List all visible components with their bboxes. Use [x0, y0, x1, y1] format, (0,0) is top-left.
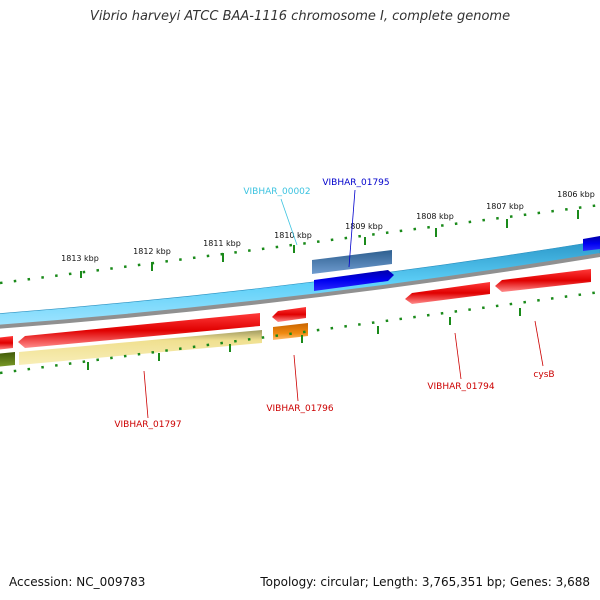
leader-vibhar-01794: [454, 332, 462, 380]
leader-cysb: [534, 320, 544, 367]
leader-vibhar-01795: [348, 189, 356, 268]
map-title: Vibrio harveyi ATCC BAA-1116 chromosome …: [89, 9, 511, 24]
genome-summary-text: Topology: circular; Length: 3,765,351 bp…: [260, 575, 590, 589]
label-cysb[interactable]: cysB: [533, 370, 554, 380]
leader-lines: [143, 189, 544, 419]
tick-label: 1806 kbp: [557, 190, 595, 199]
gene-yellow[interactable]: [19, 330, 262, 365]
label-vibhar-01794[interactable]: VIBHAR_01794: [427, 382, 495, 392]
leader-vibhar-01796: [293, 354, 299, 402]
gene-vibhar-01797[interactable]: [18, 313, 260, 348]
label-vibhar-01797[interactable]: VIBHAR_01797: [114, 420, 181, 430]
outer-dots: [0, 203, 600, 285]
label-vibhar-01795[interactable]: VIBHAR_01795: [322, 178, 389, 188]
gene-left-edge[interactable]: [0, 336, 13, 350]
label-vibhar-00002[interactable]: VIBHAR_00002: [243, 187, 310, 197]
tick-label: 1813 kbp: [61, 254, 99, 263]
outer-tick-ring: [0, 203, 600, 285]
gene-right-edge[interactable]: [583, 236, 600, 251]
gene-cysb[interactable]: [495, 269, 591, 292]
tick-label: 1807 kbp: [486, 202, 524, 211]
tick-label: 1808 kbp: [416, 212, 454, 221]
gene-small-red[interactable]: [272, 307, 306, 322]
label-vibhar-01796[interactable]: VIBHAR_01796: [266, 404, 334, 414]
gene-vibhar-01794[interactable]: [405, 282, 490, 304]
tick-label: 1811 kbp: [203, 239, 241, 248]
leader-vibhar-01797: [143, 370, 149, 419]
gene-vibhar-01795[interactable]: [314, 270, 394, 291]
accession-text: Accession: NC_009783: [9, 575, 146, 589]
backbone-ring: [0, 253, 600, 329]
gene-vibhar-01796[interactable]: [273, 323, 308, 340]
tick-label: 1812 kbp: [133, 247, 171, 256]
inner-tick-ring: [0, 290, 600, 375]
leader-vibhar-00002: [280, 198, 298, 246]
gene-vibhar-00002[interactable]: [312, 250, 392, 274]
gene-olive[interactable]: [0, 352, 15, 367]
tick-label: 1810 kbp: [274, 231, 312, 240]
tick-labels: 1813 kbp 1812 kbp 1811 kbp 1810 kbp 1809…: [61, 190, 595, 263]
tick-label: 1809 kbp: [345, 222, 383, 231]
